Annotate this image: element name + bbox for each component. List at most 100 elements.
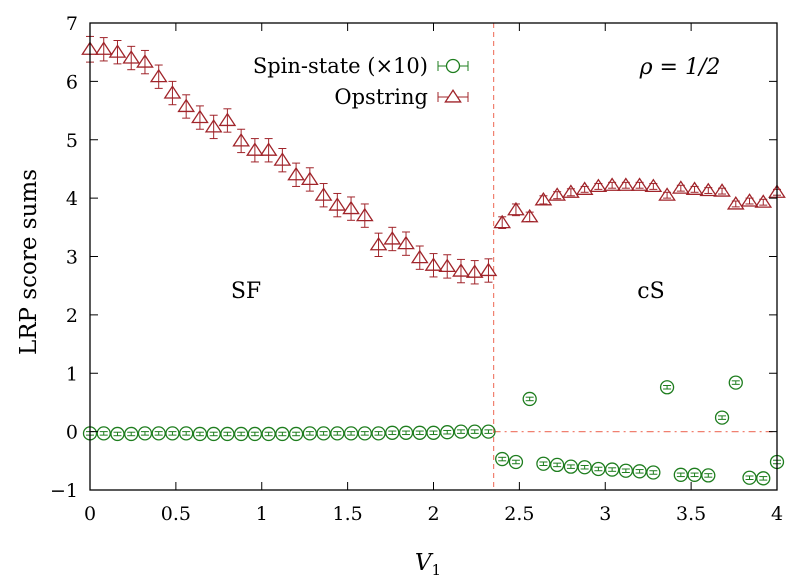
opstring-point [493, 214, 512, 229]
spin-state-point [302, 426, 317, 441]
opstring-point [122, 50, 141, 64]
opstring-point [273, 152, 292, 166]
y-tick-label: −1 [50, 480, 78, 502]
opstring-point [342, 200, 360, 215]
opstring-point [246, 142, 264, 156]
series-layer [81, 35, 786, 486]
y-tick-label: 1 [66, 363, 78, 385]
x-tick-label: 1 [256, 503, 268, 525]
x-tick-label: 2 [427, 503, 439, 525]
rho-annotation: ρ = 1/2 [639, 55, 721, 80]
opstring-point [699, 182, 718, 197]
spin-state-point [96, 426, 111, 441]
spin-state-point [247, 426, 263, 442]
y-tick-label: 5 [66, 130, 78, 152]
opstring-point [644, 178, 663, 193]
opstring-point [479, 262, 498, 277]
spin-state-point [659, 380, 675, 395]
spin-state-point [233, 426, 249, 442]
spin-state-point [371, 426, 386, 441]
y-tick-label: 2 [66, 305, 78, 327]
opstring-point [740, 193, 759, 207]
sf-phase-label: SF [231, 279, 261, 304]
spin-state-point [357, 426, 372, 441]
x-axis-label-main: V [415, 550, 434, 576]
spin-state-point [756, 471, 771, 486]
spin-state-point [453, 424, 469, 439]
y-tick-label: 0 [66, 422, 78, 444]
opstring-point [671, 180, 690, 194]
opstring-point [630, 177, 649, 191]
spin-state-point [412, 425, 427, 440]
legend-opstring-symbol [444, 89, 462, 103]
opstring-point [562, 184, 580, 198]
opstring-point [177, 98, 196, 113]
plot-area: 0 0.5 1 1.5 2 2.5 3 3.5 4 −1 0 1 2 3 4 5 6 7 [50, 13, 786, 525]
opstring-point [465, 264, 484, 278]
x-tick-label: 0.5 [161, 503, 191, 525]
spin-state-point [110, 426, 125, 442]
opstring-point [149, 68, 168, 83]
cs-phase-label: cS [637, 279, 664, 304]
opstring-point [713, 183, 731, 197]
spin-state-point [742, 470, 757, 485]
opstring-point [314, 187, 333, 201]
y-tick-label: 6 [66, 71, 78, 93]
spin-state-point [673, 467, 688, 482]
spin-state-point [604, 462, 620, 477]
opstring-point [520, 208, 539, 223]
opstring-point [438, 258, 457, 273]
spin-state-point [618, 463, 634, 478]
spin-state-point [591, 461, 606, 477]
y-tick-label: 4 [66, 188, 78, 210]
opstring-point [534, 191, 553, 206]
legend: Spin-state (×10) Opstring [253, 54, 469, 109]
legend-spin-label: Spin-state (×10) [253, 54, 428, 78]
spin-state-point [316, 426, 331, 441]
opstring-point [397, 235, 415, 250]
y-tick-label: 7 [66, 13, 78, 35]
ticks-layer: 0 0.5 1 1.5 2 2.5 3 3.5 4 −1 0 1 2 3 4 5 6 7 [50, 13, 783, 525]
spin-state-point [467, 424, 482, 439]
x-tick-label: 3 [599, 503, 611, 525]
opstring-point [328, 197, 347, 211]
legend-spin-symbol [445, 58, 461, 74]
spin-state-point [220, 426, 235, 442]
opstring-point [383, 231, 402, 245]
opstring-point [300, 171, 319, 186]
spin-state-point [495, 451, 510, 467]
spin-state-point [687, 467, 702, 482]
spin-state-point [398, 425, 414, 440]
spin-state-point [481, 424, 496, 439]
x-tick-label: 0 [84, 503, 96, 525]
spin-state-point [288, 426, 304, 442]
spin-state-point [343, 426, 359, 441]
spin-state-point [536, 456, 551, 471]
opstring-point [452, 263, 470, 277]
opstring-point [685, 181, 704, 195]
spin-state-point [550, 457, 565, 473]
spin-state-point [124, 426, 139, 442]
spin-state-point [151, 426, 166, 441]
spin-state-point [714, 410, 730, 425]
x-axis-label-sub: 1 [432, 561, 442, 579]
x-tick-label: 4 [771, 503, 783, 525]
opstring-point [355, 207, 374, 222]
spin-state-point [646, 465, 661, 480]
spin-state-point [385, 425, 400, 440]
opstring-point [163, 85, 182, 99]
opstring-point [424, 257, 443, 271]
opstring-point [369, 236, 388, 251]
legend-opstring-label: Opstring [334, 85, 428, 109]
opstring-point [232, 132, 250, 147]
opstring-point [507, 201, 525, 216]
opstring-point [204, 118, 223, 133]
spin-state-point [426, 425, 441, 440]
opstring-point [548, 187, 567, 201]
opstring-point [617, 177, 635, 191]
spin-state-point [577, 460, 592, 475]
y-axis-label: LRP score sums [16, 169, 42, 355]
legend-spin-marker [437, 58, 469, 74]
opstring-point [94, 41, 113, 55]
